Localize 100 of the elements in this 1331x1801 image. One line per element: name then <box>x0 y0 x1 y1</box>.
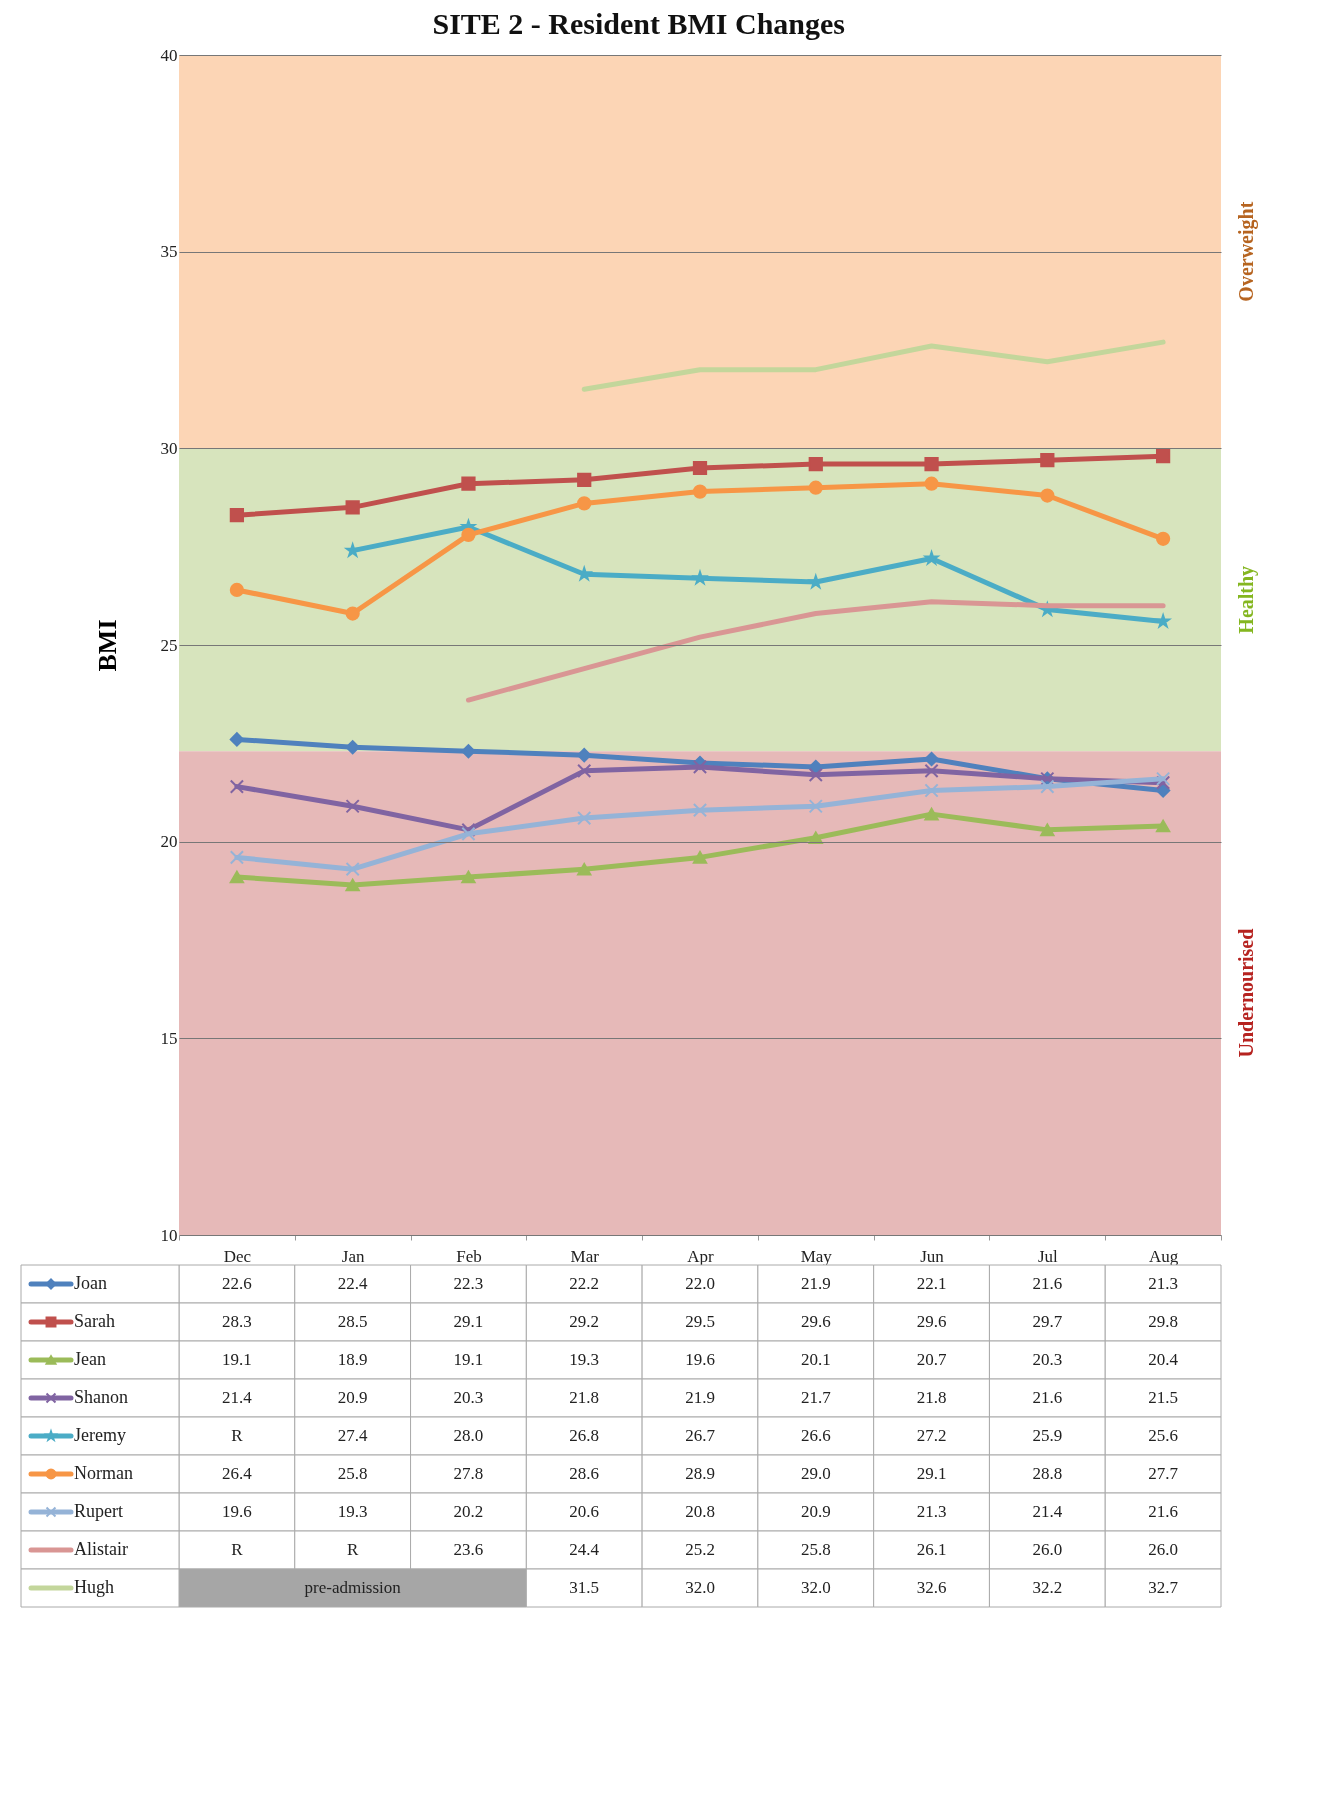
data-label: 19.3 <box>337 1502 368 1521</box>
data-label: 32.7 <box>1148 1578 1179 1597</box>
data-label: 31.5 <box>569 1578 600 1597</box>
data-label: 32.2 <box>1032 1578 1063 1597</box>
data-label: 22.6 <box>222 1274 252 1293</box>
data-label: 32.0 <box>685 1578 715 1597</box>
data-label: 21.6 <box>1032 1274 1063 1293</box>
data-label: 19.6 <box>222 1502 252 1521</box>
data-label: 21.9 <box>800 1274 831 1293</box>
data-label: 26.4 <box>222 1464 253 1483</box>
data-label: 21.6 <box>1032 1388 1063 1407</box>
data-label: 25.2 <box>685 1540 715 1559</box>
y-tick-label: 25 <box>160 635 178 655</box>
band-label: Undernourised <box>1235 928 1257 1058</box>
data-label: 24.4 <box>569 1540 600 1559</box>
data-label: 27.8 <box>453 1464 484 1483</box>
band-label: Overweight <box>1235 201 1258 302</box>
data-label: 20.9 <box>800 1502 831 1521</box>
x-tick-label: May <box>800 1246 833 1266</box>
y-tick-label: 35 <box>160 242 178 262</box>
legend-label: Rupert <box>74 1501 123 1521</box>
y-tick-label: 10 <box>160 1225 178 1245</box>
legend-label: Norman <box>74 1463 133 1483</box>
data-label: 19.6 <box>685 1350 715 1369</box>
data-label: 29.7 <box>1032 1312 1063 1331</box>
data-label: 21.8 <box>916 1388 947 1407</box>
x-tick-label: Jul <box>1037 1246 1059 1266</box>
data-label: 29.2 <box>569 1312 600 1331</box>
data-label: 29.5 <box>685 1312 715 1331</box>
x-tick-label: Feb <box>456 1246 482 1266</box>
data-label: 29.0 <box>800 1464 831 1483</box>
data-label: 26.0 <box>1148 1540 1178 1559</box>
data-label: 29.1 <box>916 1464 947 1483</box>
text: R <box>231 1426 243 1445</box>
legend-label: Jeremy <box>74 1425 126 1445</box>
data-label: 21.5 <box>1148 1388 1178 1407</box>
data-label: 29.6 <box>916 1312 947 1331</box>
chart-title: SITE 2 - Resident BMI Changes <box>432 7 846 40</box>
data-label: 21.6 <box>1148 1502 1178 1521</box>
legend-label: Jean <box>74 1349 106 1369</box>
y-tick-label: 40 <box>160 45 178 65</box>
data-label: 28.8 <box>1032 1464 1063 1483</box>
data-label: 20.8 <box>685 1502 715 1521</box>
data-label: 20.6 <box>569 1502 600 1521</box>
data-label: 21.4 <box>222 1388 253 1407</box>
data-label: 26.1 <box>916 1540 947 1559</box>
data-label: 19.1 <box>453 1350 484 1369</box>
legend-label: Alistair <box>74 1539 128 1559</box>
x-tick-label: Apr <box>687 1246 715 1266</box>
y-tick-label: 20 <box>160 832 178 852</box>
y-axis-title: BMI <box>92 619 122 672</box>
band-label: Healthy <box>1235 565 1258 634</box>
data-label: 21.9 <box>685 1388 715 1407</box>
x-tick-label: Jun <box>920 1246 945 1266</box>
data-label: 25.6 <box>1148 1426 1178 1445</box>
data-label: 21.7 <box>800 1388 832 1407</box>
legend-label: Hugh <box>74 1577 114 1597</box>
data-label: 28.5 <box>337 1312 368 1331</box>
data-label: 26.7 <box>685 1426 716 1445</box>
data-label: 27.7 <box>1148 1464 1179 1483</box>
data-label: 19.3 <box>569 1350 600 1369</box>
data-label: 25.8 <box>800 1540 831 1559</box>
legend-label: Joan <box>74 1273 107 1293</box>
x-tick-label: Dec <box>223 1246 252 1266</box>
data-label: 28.3 <box>222 1312 252 1331</box>
text: pre-admission <box>304 1578 401 1597</box>
data-label: 26.8 <box>569 1426 600 1445</box>
data-label: 25.9 <box>1032 1426 1063 1445</box>
data-label: 22.0 <box>685 1274 715 1293</box>
data-label: 20.4 <box>1148 1350 1179 1369</box>
data-label: 22.1 <box>916 1274 947 1293</box>
data-label: 20.9 <box>337 1388 368 1407</box>
data-label: 20.1 <box>800 1350 831 1369</box>
data-label: 27.2 <box>916 1426 947 1445</box>
data-label: 28.9 <box>685 1464 715 1483</box>
legend-label: Shanon <box>74 1387 128 1407</box>
x-tick-label: Mar <box>570 1246 600 1266</box>
data-label: 32.0 <box>800 1578 831 1597</box>
data-label: 22.2 <box>569 1274 600 1293</box>
data-label: 21.3 <box>916 1502 947 1521</box>
legend-label: Sarah <box>74 1311 115 1331</box>
data-label: 28.6 <box>569 1464 600 1483</box>
data-label: 20.3 <box>1032 1350 1063 1369</box>
y-tick-label: 15 <box>160 1028 178 1048</box>
data-label: 22.3 <box>453 1274 484 1293</box>
text: R <box>231 1540 243 1559</box>
data-label: 19.1 <box>222 1350 252 1369</box>
data-label: 27.4 <box>337 1426 369 1445</box>
data-label: 32.6 <box>916 1578 947 1597</box>
data-label: 29.8 <box>1148 1312 1178 1331</box>
data-label: 23.6 <box>453 1540 484 1559</box>
data-label: 21.3 <box>1148 1274 1178 1293</box>
y-tick-label: 30 <box>160 438 178 458</box>
data-label: 20.3 <box>453 1388 484 1407</box>
data-label: 18.9 <box>337 1350 368 1369</box>
data-label: 26.6 <box>800 1426 831 1445</box>
data-label: 29.1 <box>453 1312 484 1331</box>
data-label: 21.4 <box>1032 1502 1063 1521</box>
data-label: 26.0 <box>1032 1540 1063 1559</box>
data-label: 21.8 <box>569 1388 600 1407</box>
